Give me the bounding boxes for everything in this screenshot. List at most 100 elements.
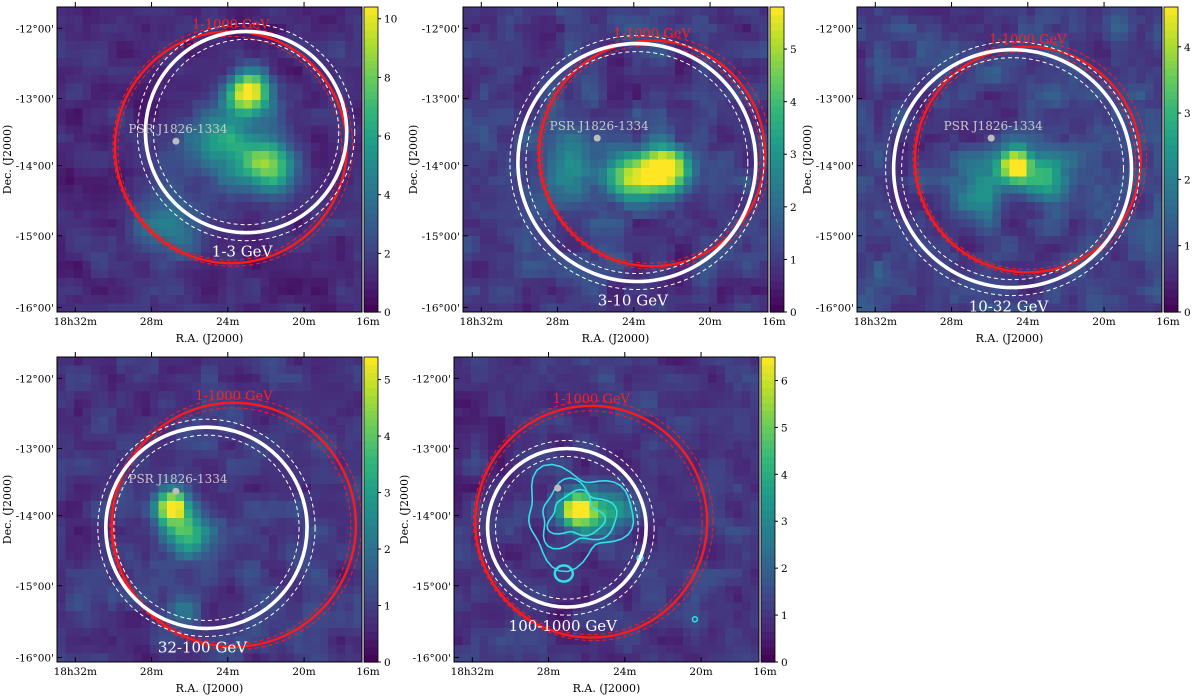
heatmap-pixel [984,227,993,236]
heatmap-pixel [993,236,1002,245]
heatmap-pixel [916,7,925,16]
heatmap-pixel [899,160,908,169]
heatmap-pixel [942,143,951,152]
heatmap-pixel [176,261,185,270]
heatmap-pixel [320,7,329,16]
heatmap-pixel [159,244,168,253]
heatmap-pixel [497,32,506,41]
heatmap-pixel [692,202,701,211]
heatmap-pixel [218,185,227,194]
heatmap-pixel [277,416,286,425]
heatmap-pixel [950,83,959,92]
heatmap-pixel [1001,24,1010,33]
heatmap-pixel [303,109,312,118]
heatmap-pixel [337,416,346,425]
heatmap-pixel [1128,24,1137,33]
heatmap-pixel [337,425,346,434]
heatmap-pixel [354,416,363,425]
heatmap-pixel [328,160,337,169]
heatmap-pixel [320,151,329,160]
heatmap-pixel [933,49,942,58]
heatmap-pixel [632,236,641,245]
heatmap-pixel [82,270,91,279]
heatmap-pixel [760,304,769,313]
heatmap-pixel [82,374,91,383]
heatmap-pixel [99,83,108,92]
heatmap-pixel [243,295,252,304]
heatmap-pixel [1145,49,1154,58]
colorbar-step [770,228,784,236]
heatmap-pixel [1026,236,1035,245]
heatmap-pixel [624,210,633,219]
heatmap-pixel [899,100,908,109]
heatmap-pixel [1001,75,1010,84]
heatmap-pixel [91,75,100,84]
heatmap-pixel [1103,117,1112,126]
heatmap-pixel [1120,270,1129,279]
heatmap-pixel [226,493,235,502]
heatmap-pixel [1094,219,1103,228]
heatmap-pixel [91,109,100,118]
heatmap-pixel [74,442,83,451]
heatmap-pixel [556,100,565,109]
heatmap-pixel [218,66,227,75]
colorbar-tick-label: 0 [384,307,391,319]
heatmap-pixel [65,151,74,160]
heatmap-pixel [1094,126,1103,135]
heatmap-pixel [641,193,650,202]
heatmap-pixel [345,287,354,296]
y-tick-label: -13°00' [422,94,460,106]
heatmap-pixel [345,510,354,519]
heatmap-pixel [243,374,252,383]
heatmap-pixel [760,24,769,33]
heatmap-pixel [65,117,74,126]
heatmap-pixel [294,253,303,262]
heatmap-pixel [1137,83,1146,92]
heatmap-pixel [590,151,599,160]
heatmap-pixel [463,66,472,75]
heatmap-pixel [925,24,934,33]
heatmap-pixel [480,15,489,24]
heatmap-pixel [260,210,269,219]
heatmap-pixel [1120,236,1129,245]
heatmap-pixel [700,295,709,304]
heatmap-pixel [666,193,675,202]
heatmap-pixel [658,168,667,177]
heatmap-pixel [582,24,591,33]
heatmap-pixel [74,176,83,185]
x-axis-label: R.A. (J2000) [176,332,244,345]
heatmap-pixel [1094,193,1103,202]
heatmap-pixel [184,493,193,502]
heatmap-pixel [624,270,633,279]
heatmap-pixel [675,7,684,16]
heatmap-pixel [717,176,726,185]
heatmap-pixel [1128,75,1137,84]
heatmap-pixel [891,58,900,67]
heatmap-pixel [590,109,599,118]
heatmap-pixel [142,261,151,270]
heatmap-pixel [916,261,925,270]
heatmap-pixel [497,41,506,50]
heatmap-pixel [201,236,210,245]
heatmap-pixel [74,493,83,502]
heatmap-pixel [201,210,210,219]
heatmap-pixel [751,295,760,304]
heatmap-pixel [760,295,769,304]
heatmap-pixel [463,304,472,313]
heatmap-pixel [337,210,346,219]
heatmap-pixel [354,219,363,228]
heatmap-pixel [649,75,658,84]
heatmap-pixel [1154,41,1163,50]
heatmap-pixel [933,109,942,118]
heatmap-pixel [1060,176,1069,185]
heatmap-pixel [959,295,968,304]
heatmap-pixel [108,24,117,33]
heatmap-pixel [337,41,346,50]
heatmap-pixel [328,236,337,245]
heatmap-pixel [269,493,278,502]
heatmap-pixel [743,41,752,50]
heatmap-pixel [700,126,709,135]
heatmap-pixel [150,15,159,24]
heatmap-pixel [184,543,193,552]
heatmap-pixel [210,450,219,459]
